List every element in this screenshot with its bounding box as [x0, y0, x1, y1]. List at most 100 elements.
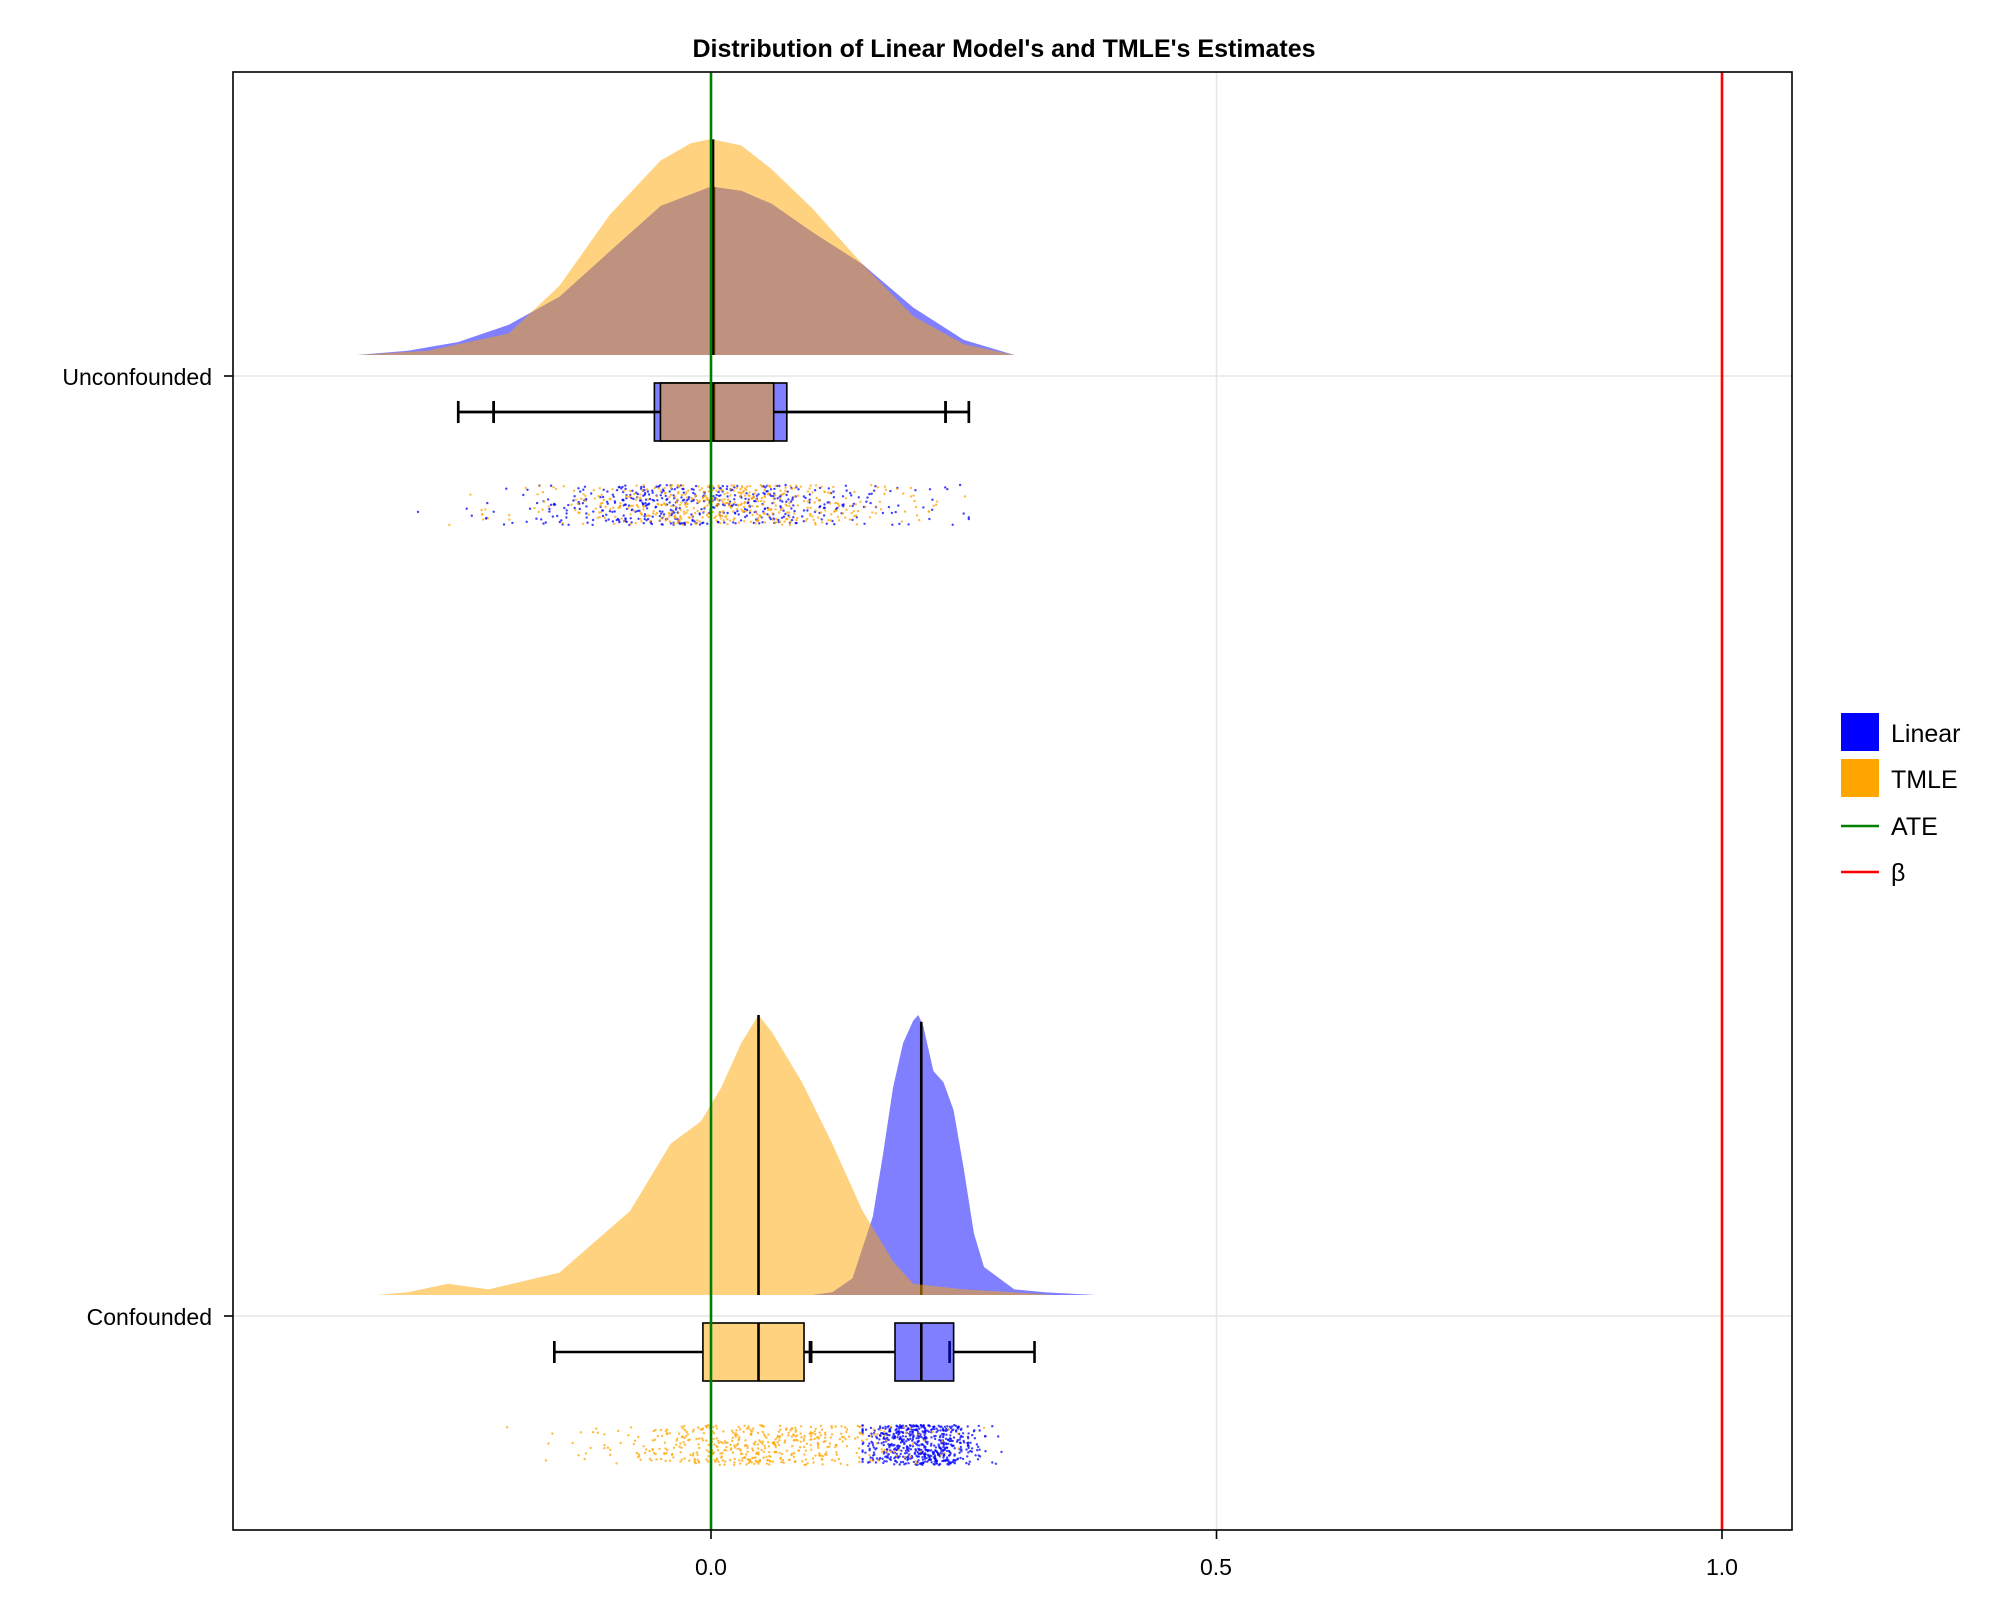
rain-point [811, 515, 814, 518]
rain-point [868, 1459, 872, 1462]
rain-point [540, 518, 543, 521]
rain-point [747, 1425, 750, 1428]
rain-point [688, 1459, 691, 1462]
rain-point [606, 1446, 610, 1449]
rain-point [652, 1429, 655, 1433]
rain-point [672, 504, 675, 507]
rain-point [796, 516, 799, 520]
rain-point [744, 1456, 747, 1460]
rain-point [947, 1438, 950, 1441]
rain-point [778, 1435, 781, 1438]
rain-point [719, 517, 722, 520]
rain-point [700, 487, 704, 490]
rain-point [928, 517, 931, 521]
rain-point [481, 513, 484, 516]
rain-point [668, 490, 671, 493]
rain-point [857, 496, 860, 499]
rain-point [696, 498, 699, 502]
rain-point [911, 1436, 915, 1439]
rain-point [949, 1434, 952, 1437]
rain-point [625, 495, 628, 498]
rain-point [721, 514, 724, 518]
rain-point [756, 1443, 760, 1446]
rain-point [826, 501, 829, 504]
rain-point [911, 1442, 914, 1445]
rain-point [701, 1439, 705, 1442]
rain-point [758, 514, 761, 517]
plot-frame [232, 71, 1793, 1531]
rain-point [893, 1457, 896, 1460]
rain-point [953, 1447, 956, 1450]
rain-point [592, 488, 595, 492]
rain-point [795, 1438, 798, 1442]
rain-point [877, 1459, 880, 1462]
rain-point [742, 1430, 745, 1434]
rain-point [686, 509, 689, 512]
rain-point [719, 514, 722, 517]
rain-point [655, 511, 659, 515]
rain-point [820, 1458, 823, 1461]
rain-point [834, 1425, 837, 1428]
rain-point [947, 1463, 950, 1466]
rain-point [908, 1444, 912, 1447]
rain-point [666, 1432, 669, 1436]
rain-point [659, 1428, 663, 1432]
rain-point [764, 486, 767, 489]
rain-point [706, 522, 709, 525]
rain-point [665, 517, 668, 520]
rain-point [579, 490, 582, 493]
rain-point [551, 515, 555, 518]
rain-point [711, 510, 715, 514]
rain-point [923, 1460, 927, 1463]
rain-point [932, 1451, 935, 1455]
rain-point [648, 1449, 651, 1453]
rain-point [761, 503, 765, 506]
rain-point [687, 489, 690, 492]
rain-point [907, 1462, 910, 1465]
rain-point [814, 1454, 817, 1457]
rain-point [726, 511, 729, 515]
rain-point [660, 512, 663, 515]
rain-point [880, 1450, 884, 1454]
rain-point [959, 1456, 962, 1460]
rain-point [909, 1437, 912, 1441]
rain-point [771, 1460, 775, 1463]
rain-point [761, 521, 764, 524]
rain-point [897, 1448, 901, 1452]
rain-point [842, 503, 845, 506]
rain-point [775, 517, 778, 521]
rain-point [611, 488, 614, 491]
rain-point [813, 1437, 816, 1441]
rain-point [759, 499, 763, 503]
rain-point [984, 1435, 987, 1438]
rain-point [909, 495, 913, 498]
rain-point [774, 484, 777, 488]
rain-point [832, 490, 835, 493]
rain-point [745, 1427, 749, 1430]
rain-point [913, 1451, 917, 1454]
rain-point [803, 1434, 806, 1438]
rain-point [917, 1452, 921, 1456]
box [659, 382, 775, 442]
rain-point [923, 1444, 926, 1448]
rain-point [853, 514, 856, 518]
rain-point [641, 501, 644, 505]
rain-point [725, 501, 728, 505]
rain-point [601, 495, 605, 499]
rain-point [635, 1451, 638, 1455]
rain-point [939, 1429, 942, 1432]
rain-point [583, 1457, 586, 1461]
rain-point [736, 509, 739, 513]
rain-point [663, 1441, 667, 1444]
rain-point [788, 504, 791, 508]
rain-point [768, 484, 771, 487]
rain-point [885, 1460, 888, 1463]
rain-point [686, 1433, 689, 1436]
rain-point [656, 503, 660, 506]
rain-point [898, 1445, 901, 1448]
rain-point [622, 489, 626, 492]
rain-point [774, 1445, 777, 1449]
rain-point [549, 503, 553, 506]
rain-point [961, 1432, 965, 1435]
rain-point [565, 512, 568, 515]
